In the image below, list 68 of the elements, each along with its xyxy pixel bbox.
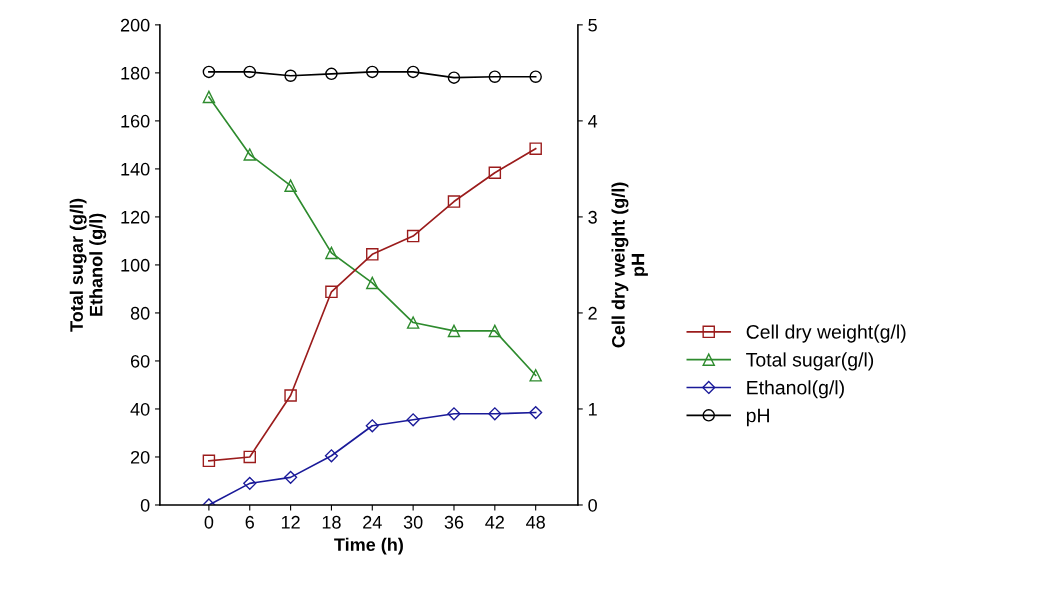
point xyxy=(366,65,379,79)
point xyxy=(325,246,338,260)
point xyxy=(406,316,420,329)
y-tick-label: 40 xyxy=(130,402,150,416)
point xyxy=(488,407,502,421)
x-tick-label: 30 xyxy=(403,515,423,529)
point xyxy=(284,179,297,192)
point xyxy=(243,476,257,490)
point xyxy=(202,90,216,104)
y-tick-label: 200 xyxy=(120,18,150,32)
point xyxy=(406,65,420,79)
x-tick-label: 12 xyxy=(281,515,300,529)
legend-label: pH xyxy=(746,408,769,427)
point xyxy=(202,65,216,79)
y-tick-label: 60 xyxy=(131,354,150,368)
point xyxy=(529,369,542,382)
point xyxy=(284,69,297,83)
point xyxy=(529,70,542,83)
point xyxy=(284,470,298,484)
y-tick-label: 160 xyxy=(121,114,150,128)
point xyxy=(243,148,256,161)
x-tick-label: 0 xyxy=(204,515,214,529)
x-tick-label: 48 xyxy=(526,515,545,529)
y2-tick-label: 3 xyxy=(588,210,597,224)
y2-tick-label: 2 xyxy=(588,306,597,320)
legend-label: Ethanol(g/l) xyxy=(747,380,844,399)
y-axis-title: Total sugar (g/l) Ethanol (g/l) xyxy=(69,198,107,332)
point xyxy=(529,405,543,420)
point xyxy=(366,276,379,290)
x-tick-label: 42 xyxy=(485,515,504,529)
point xyxy=(325,67,338,81)
y-tick-label: 140 xyxy=(121,162,150,176)
y2-tick-label: 5 xyxy=(588,18,597,32)
point xyxy=(529,142,542,155)
y-tick-label: 100 xyxy=(121,258,150,272)
y-tick-label: 180 xyxy=(121,66,150,80)
y-tick-label: 80 xyxy=(130,306,150,320)
point xyxy=(243,65,256,79)
point xyxy=(488,70,502,83)
legend-label: Cell dry weight(g/l) xyxy=(746,324,906,343)
x-tick-label: 24 xyxy=(363,515,382,529)
point xyxy=(447,71,461,84)
point xyxy=(406,229,420,243)
point xyxy=(447,407,461,421)
point xyxy=(366,248,379,261)
point xyxy=(243,450,256,464)
y2-tick-label: 0 xyxy=(588,498,597,512)
point xyxy=(488,166,502,179)
point xyxy=(324,449,339,463)
y-tick-label: 20 xyxy=(130,450,150,464)
x-axis-title: Time (h) xyxy=(334,537,403,555)
point xyxy=(325,285,338,299)
y-tick-label: 0 xyxy=(140,498,150,512)
point xyxy=(488,324,502,338)
y2-tick-label: 4 xyxy=(588,115,598,128)
x-tick-label: 36 xyxy=(444,515,464,529)
point xyxy=(406,413,420,427)
x-tick-label: 18 xyxy=(322,515,341,529)
y2-tick-label: 1 xyxy=(588,403,597,416)
y2-axis-title: Cell dry weight (g/l) pH xyxy=(611,182,648,348)
point xyxy=(447,195,461,208)
point xyxy=(365,419,379,433)
x-tick-label: 6 xyxy=(245,515,254,529)
point xyxy=(202,454,216,468)
point xyxy=(284,389,297,402)
legend-label: Total sugar(g/l) xyxy=(746,352,874,371)
y-tick-label: 120 xyxy=(121,210,150,224)
point xyxy=(447,324,461,338)
